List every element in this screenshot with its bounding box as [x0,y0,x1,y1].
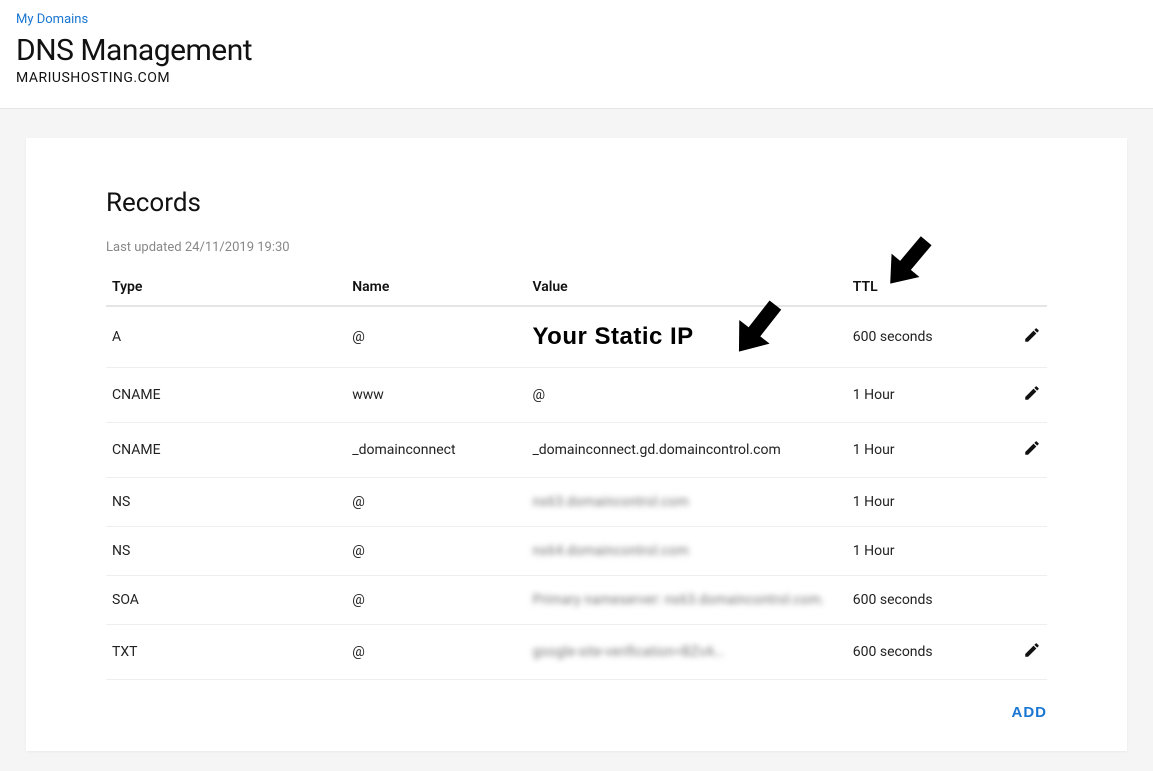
cell-name: @ [346,478,526,527]
col-header-ttl: TTL [847,269,997,306]
domain-name: MARIUSHOSTING.COM [16,70,1137,86]
annotation-static-ip-label: Your Static IP [532,323,693,350]
records-title: Records [106,188,1047,218]
cell-value-text: ns64.domaincontrol.com [532,543,688,559]
dns-records-table: Type Name Value TTL [106,269,1047,680]
records-card: Records Last updated 24/11/2019 19:30 Ty… [26,138,1127,751]
col-header-edit [997,269,1047,306]
breadcrumb-my-domains[interactable]: My Domains [16,12,88,27]
cell-type: SOA [106,576,346,625]
cell-ttl: 600 seconds [847,576,997,625]
cell-value-text: Primary nameserver: ns63.domaincontrol.c… [532,592,824,608]
cell-value-text: ns63.domaincontrol.com [532,494,688,510]
cell-value: _domainconnect.gd.domaincontrol.com [526,423,846,478]
cell-type: CNAME [106,368,346,423]
cell-type: CNAME [106,423,346,478]
cell-type: A [106,306,346,368]
cell-value-text: _domainconnect.gd.domaincontrol.com [532,442,780,458]
cell-ttl: 1 Hour [847,423,997,478]
section-divider [0,108,1153,138]
cell-value-text: google-site-verification=BZvA… [532,644,723,660]
table-row: TXT@ google-site-verification=BZvA… 600 se… [106,625,1047,680]
cell-type: NS [106,527,346,576]
cell-edit [997,368,1047,423]
col-header-name: Name [346,269,526,306]
table-row: CNAMEwww @1 Hour [106,368,1047,423]
cell-ttl: 1 Hour [847,478,997,527]
annotation-arrow-value-icon [722,289,796,363]
cell-edit [997,625,1047,680]
cell-value: ns64.domaincontrol.com [526,527,846,576]
cell-value: Your Static IP [526,306,846,368]
cell-value: @ [526,368,846,423]
edit-icon[interactable] [1023,641,1041,659]
table-row: SOA@ Primary nameserver: ns63.domaincontr… [106,576,1047,625]
cell-name: www [346,368,526,423]
cell-name: @ [346,625,526,680]
cell-name: @ [346,306,526,368]
cell-value: ns63.domaincontrol.com [526,478,846,527]
cell-edit [997,306,1047,368]
last-updated-value: 24/11/2019 19:30 [185,240,290,255]
cell-name: _domainconnect [346,423,526,478]
cell-name: @ [346,527,526,576]
table-row: NS@ ns64.domaincontrol.com 1 Hour [106,527,1047,576]
table-row: NS@ ns63.domaincontrol.com 1 Hour [106,478,1047,527]
annotation-arrow-ttl-icon [875,225,945,295]
cell-ttl: 1 Hour [847,527,997,576]
cell-ttl: 1 Hour [847,368,997,423]
cell-value: Primary nameserver: ns63.domaincontrol.c… [526,576,846,625]
cell-name: @ [346,576,526,625]
cell-ttl: 600 seconds [847,625,997,680]
cell-edit [997,576,1047,625]
cell-ttl: 600 seconds [847,306,997,368]
cell-edit [997,423,1047,478]
table-row: A@Your Static IP 600 seconds [106,306,1047,368]
col-header-value: Value [526,269,846,306]
page-title: DNS Management [16,33,1137,68]
cell-type: NS [106,478,346,527]
cell-value-text: @ [532,387,545,403]
cell-type: TXT [106,625,346,680]
cell-value: google-site-verification=BZvA… [526,625,846,680]
cell-edit [997,478,1047,527]
edit-icon[interactable] [1023,384,1041,402]
col-header-type: Type [106,269,346,306]
cell-edit [997,527,1047,576]
add-record-button[interactable]: ADD [1012,704,1048,721]
edit-icon[interactable] [1023,326,1041,344]
last-updated-prefix: Last updated [106,240,185,255]
table-row: CNAME_domainconnect _domainconnect.gd.dom… [106,423,1047,478]
edit-icon[interactable] [1023,439,1041,457]
